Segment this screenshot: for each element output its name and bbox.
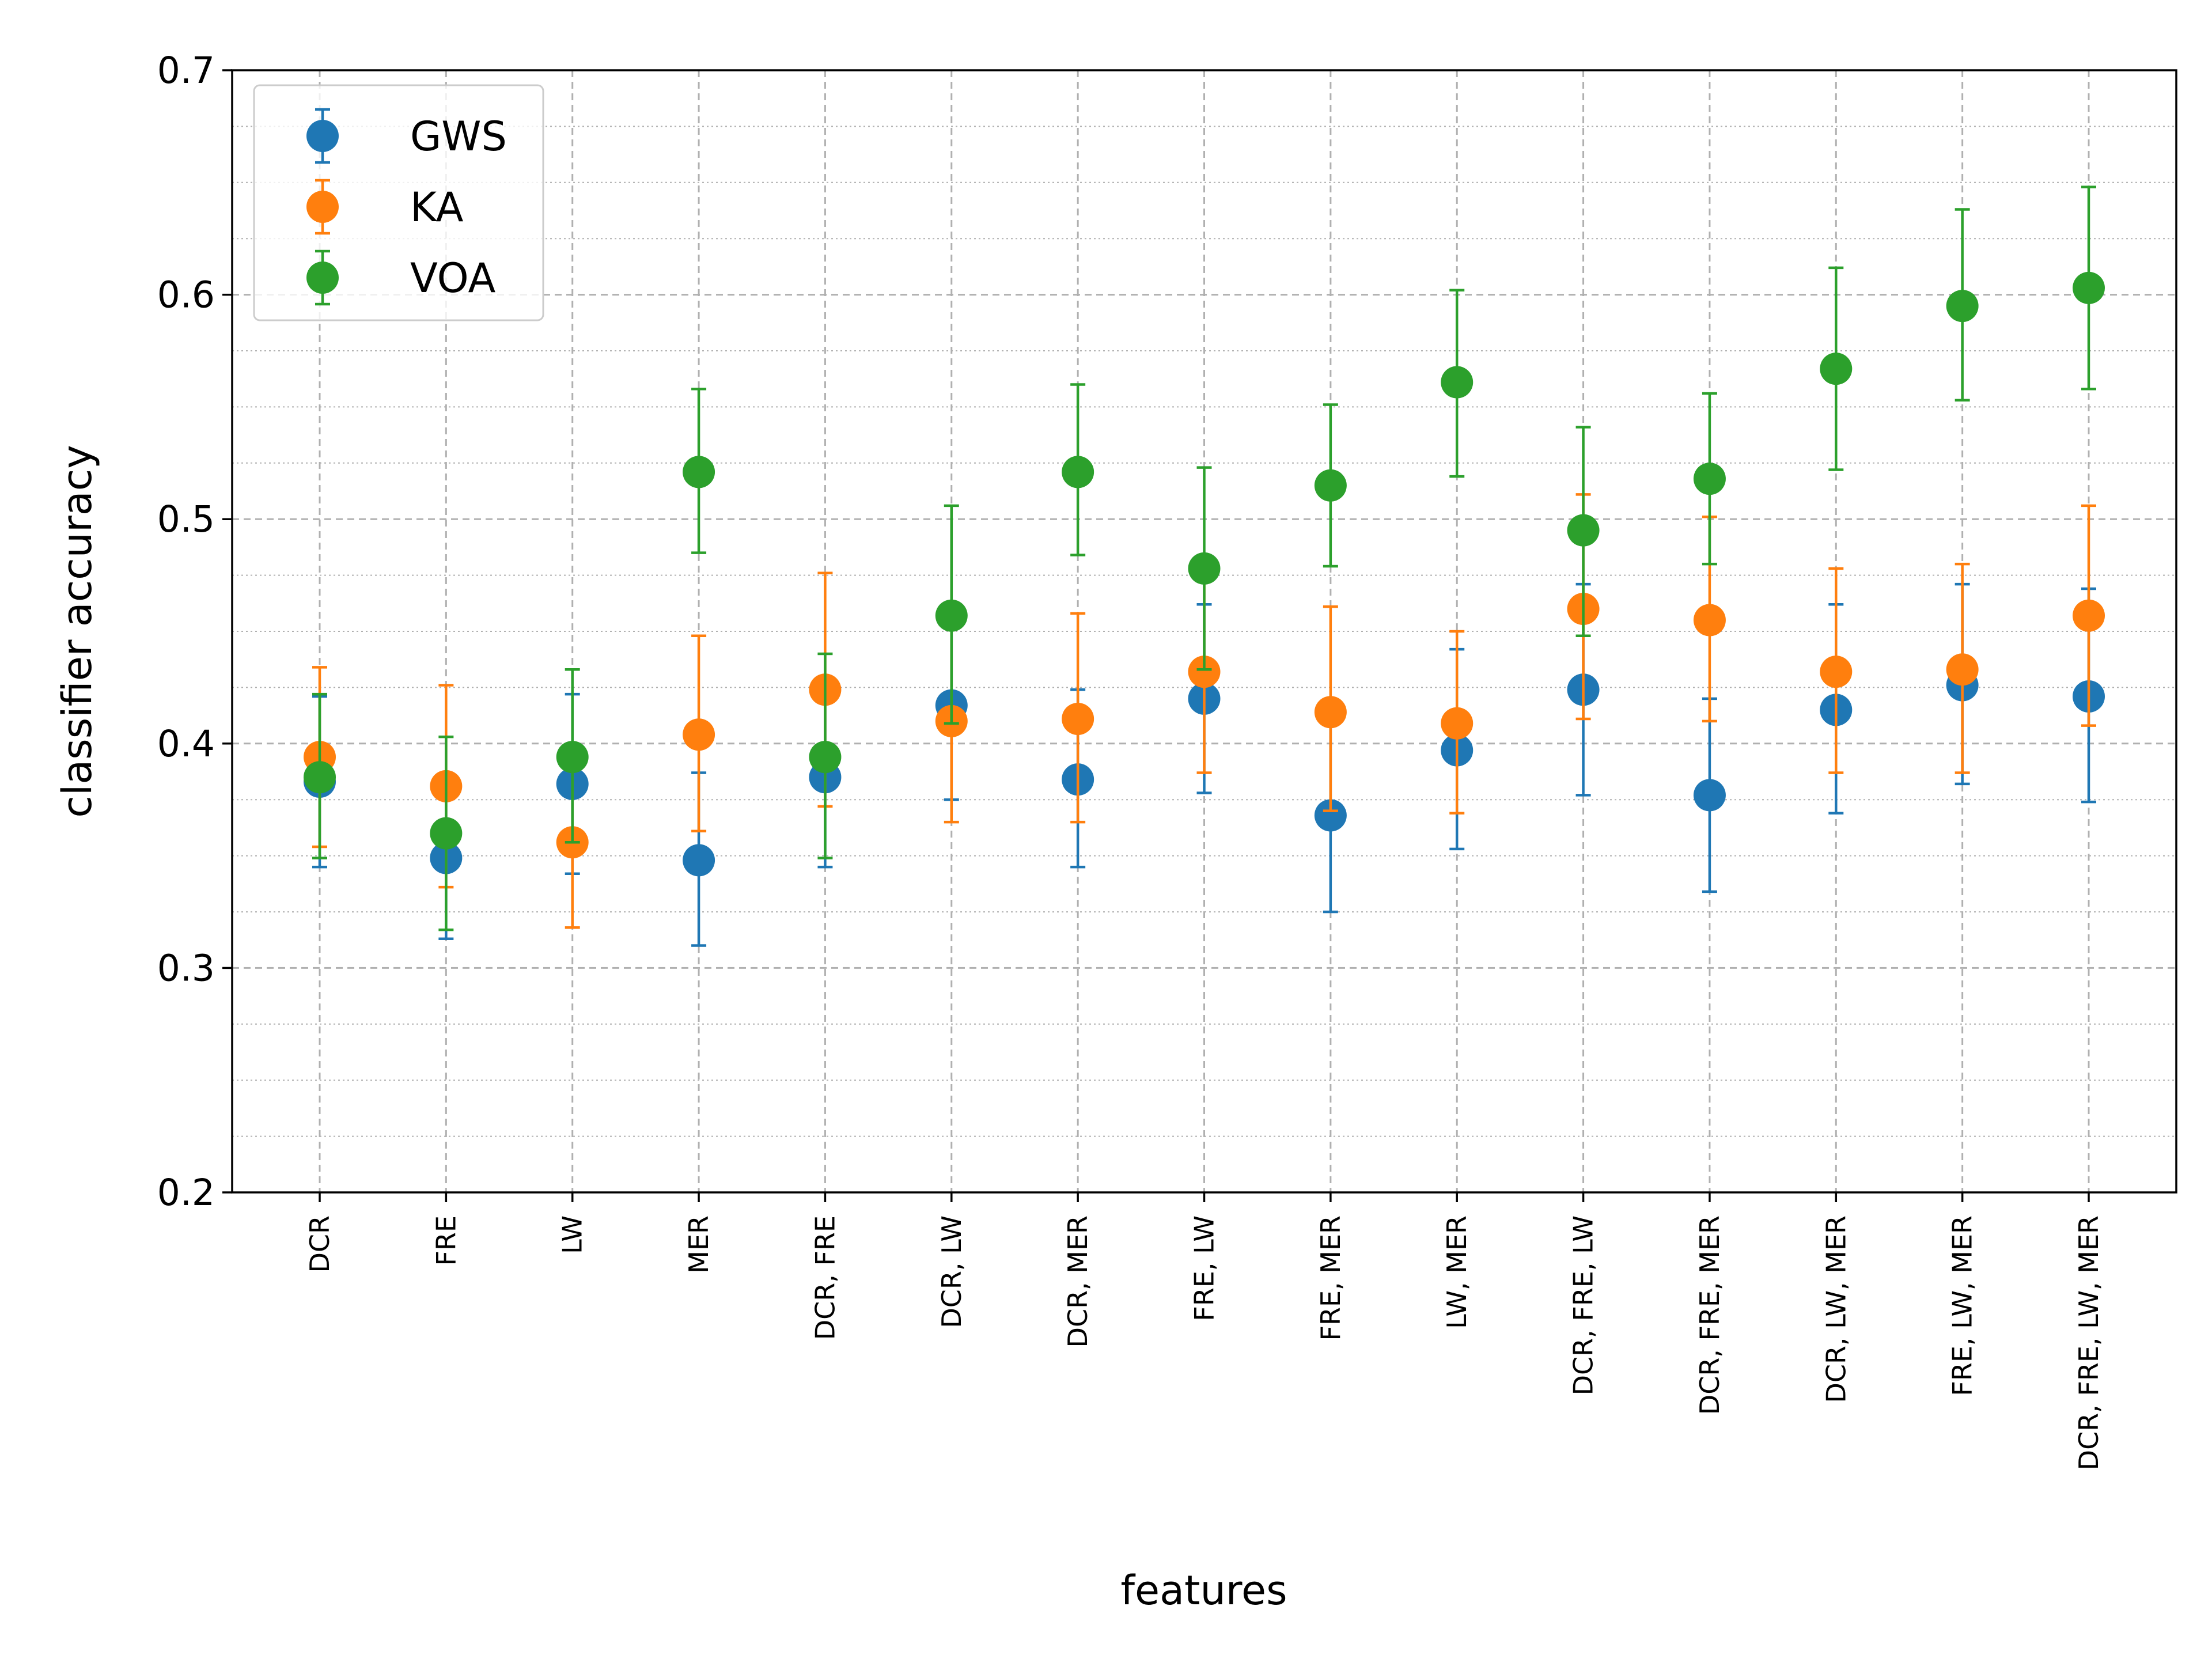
minor-gridlines — [232, 126, 2176, 1137]
data-point — [683, 456, 715, 488]
y-tick-label: 0.6 — [157, 274, 215, 316]
data-point — [935, 599, 968, 632]
x-tick-label: LW, MER — [1441, 1215, 1472, 1329]
x-tick-label: DCR — [304, 1215, 335, 1273]
x-tick-label: FRE, MER — [1315, 1215, 1346, 1340]
data-point — [304, 761, 336, 794]
y-tick-label: 0.7 — [157, 50, 215, 92]
legend: GWS KA VOA — [253, 84, 544, 321]
data-point — [683, 844, 715, 877]
x-tick-label: DCR, FRE, MER — [1694, 1215, 1725, 1415]
data-point — [1188, 656, 1221, 688]
x-tick-label: DCR, FRE, LW — [1568, 1215, 1599, 1395]
x-axis: DCR FRE LW MER DCR, FRE DCR, LW DCR, MER FRE, L… — [304, 1192, 2104, 1470]
legend-label: GWS — [410, 113, 507, 160]
legend-entry-ka: KA — [306, 179, 464, 235]
legend-marker — [306, 262, 339, 294]
data-point — [1188, 552, 1221, 585]
legend-marker — [306, 120, 339, 152]
data-point — [1314, 799, 1347, 832]
x-tick-label: LW — [557, 1215, 588, 1254]
x-axis-label: features — [1120, 1567, 1287, 1614]
y-axis-label: classifier accuracy — [54, 445, 101, 817]
x-tick-label: DCR, FRE — [809, 1215, 840, 1340]
data-point — [809, 741, 842, 774]
data-point — [1820, 353, 1853, 385]
x-tick-label: DCR, LW, MER — [1820, 1215, 1851, 1403]
y-tick-label: 0.5 — [157, 498, 215, 540]
x-tick-label: MER — [683, 1215, 714, 1274]
data-point — [1062, 456, 1094, 488]
legend-marker — [306, 191, 339, 223]
series-layer — [304, 185, 2105, 947]
x-tick-label: FRE, LW, MER — [1947, 1215, 1978, 1396]
data-point — [1314, 696, 1347, 729]
data-point — [1314, 469, 1347, 502]
x-tick-label: DCR, MER — [1062, 1215, 1093, 1347]
y-tick-label: 0.4 — [157, 723, 215, 765]
data-point — [1441, 707, 1474, 740]
data-point — [1820, 656, 1853, 688]
x-tick-label: FRE — [430, 1215, 461, 1266]
data-point — [1946, 290, 1979, 323]
legend-entry-voa: VOA — [306, 249, 496, 306]
y-tick-label: 0.2 — [157, 1172, 215, 1214]
data-point — [1693, 604, 1726, 637]
data-point — [2073, 271, 2105, 304]
data-point — [683, 718, 715, 751]
legend-label: KA — [410, 184, 464, 231]
data-point — [1567, 514, 1600, 547]
x-tick-label: DCR, FRE, LW, MER — [2073, 1215, 2104, 1470]
x-tick-label: FRE, LW — [1189, 1215, 1220, 1321]
data-point — [1693, 463, 1726, 495]
data-point — [1441, 366, 1474, 399]
legend-label: VOA — [410, 255, 496, 302]
data-point — [1062, 702, 1094, 735]
data-point — [556, 741, 589, 774]
data-point — [430, 817, 463, 850]
x-tick-label: DCR, LW — [936, 1215, 967, 1328]
y-tick-label: 0.3 — [157, 947, 215, 989]
data-point — [1946, 653, 1979, 686]
data-point — [2073, 599, 2105, 632]
data-point — [1693, 779, 1726, 812]
series-voa — [304, 185, 2105, 931]
legend-entry-gws: GWS — [306, 108, 507, 164]
y-axis: 0.2 0.3 0.4 0.5 0.6 0.7 — [157, 50, 232, 1214]
